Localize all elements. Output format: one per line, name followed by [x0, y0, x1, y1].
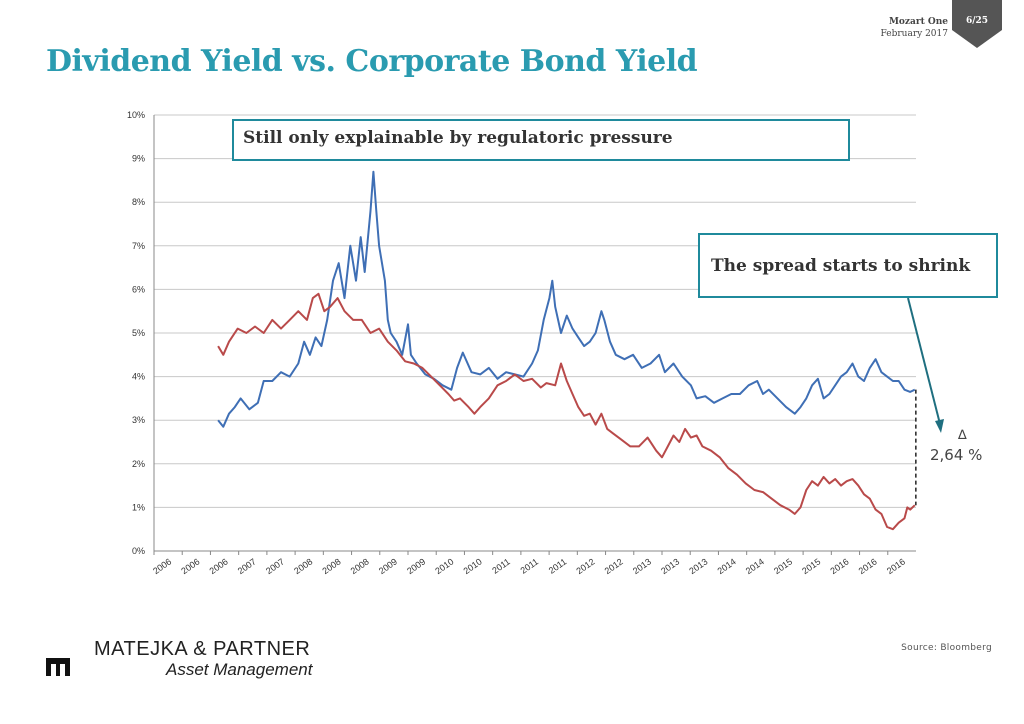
x-tick-label: 2011 [490, 556, 512, 575]
y-tick-label: 10% [127, 110, 145, 120]
callout-regulatory-pressure: Still only explainable by regulatoric pr… [232, 119, 850, 161]
y-tick-label: 4% [132, 372, 145, 382]
building-mark-icon [46, 658, 70, 676]
x-tick-label: 2014 [744, 556, 766, 576]
y-tick-label: 6% [132, 284, 145, 294]
source-note: Source: Bloomberg [901, 643, 992, 653]
x-tick-label: 2014 [716, 556, 738, 576]
page-number-badge: 6/25 [952, 0, 1002, 48]
x-tick-label: 2010 [433, 556, 455, 576]
x-tick-label: 2008 [292, 556, 314, 576]
x-tick-label: 2007 [264, 556, 286, 576]
y-tick-label: 5% [132, 328, 145, 338]
y-tick-label: 7% [132, 241, 145, 251]
series-line-blue [217, 170, 916, 428]
x-tick-label: 2011 [519, 556, 541, 575]
x-tick-label: 2008 [349, 556, 371, 576]
callout-spread-shrink: The spread starts to shrink [698, 233, 998, 298]
x-tick-label: 2010 [462, 556, 484, 576]
y-tick-label: 0% [132, 546, 145, 556]
company-subtitle: Asset Management [166, 660, 313, 679]
y-tick-label: 3% [132, 415, 145, 425]
x-tick-label: 2012 [574, 556, 596, 576]
x-tick-label: 2011 [547, 556, 569, 575]
series-line-red [217, 292, 916, 531]
x-tick-label: 2016 [828, 556, 850, 576]
page-number: 6/25 [965, 16, 989, 26]
header-meta: Mozart One February 2017 [881, 16, 948, 40]
y-tick-label: 1% [132, 502, 145, 512]
presentation-name: Mozart One [888, 17, 948, 27]
x-tick-label: 2008 [320, 556, 342, 576]
x-tick-label: 2015 [800, 556, 822, 576]
x-tick-label: 2012 [603, 556, 625, 576]
x-tick-label: 2016 [857, 556, 879, 576]
y-tick-label: 2% [132, 459, 145, 469]
x-tick-label: 2013 [631, 556, 653, 576]
callout-arrow-head [935, 419, 944, 433]
x-tick-label: 2006 [179, 556, 201, 576]
x-tick-label: 2006 [151, 556, 173, 576]
spread-value: 2,64 % [930, 446, 983, 464]
x-tick-label: 2016 [885, 556, 907, 576]
x-tick-label: 2013 [687, 556, 709, 576]
x-tick-label: 2009 [377, 556, 399, 576]
presentation-date: February 2017 [880, 29, 948, 39]
company-name: MATEJKA & PARTNER [94, 638, 311, 660]
x-tick-label: 2007 [236, 556, 258, 576]
y-tick-label: 8% [132, 197, 145, 207]
x-tick-label: 2009 [405, 556, 427, 576]
x-tick-label: 2015 [772, 556, 794, 576]
badge-shape [952, 0, 1002, 48]
callout-arrow-line [907, 297, 941, 425]
delta-symbol: ∆ [958, 428, 967, 443]
x-tick-label: 2006 [208, 556, 230, 576]
page-title: Dividend Yield vs. Corporate Bond Yield [46, 44, 698, 79]
x-tick-label: 2013 [659, 556, 681, 576]
y-tick-label: 9% [132, 154, 145, 164]
